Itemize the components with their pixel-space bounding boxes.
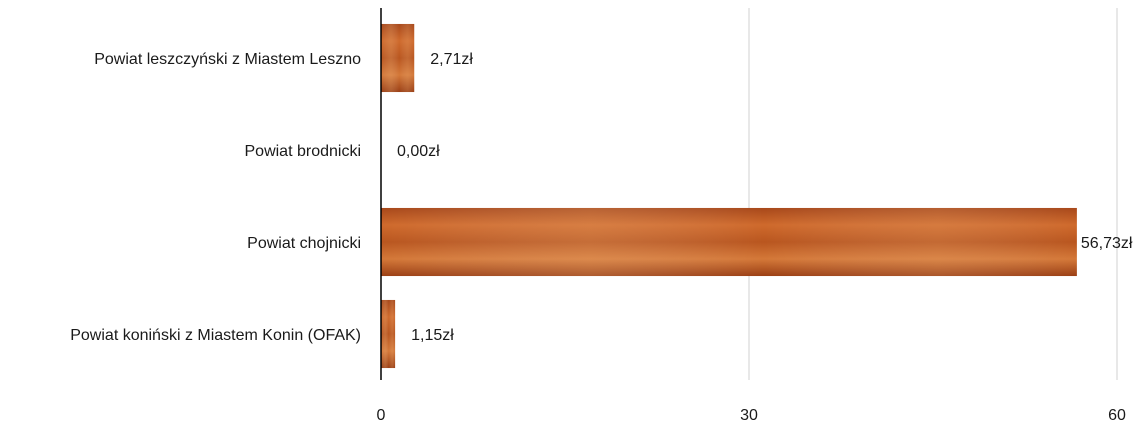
x-tick-label: 30 <box>740 407 758 424</box>
value-label: 56,73zł <box>1081 235 1133 252</box>
bar-grain <box>381 207 1077 277</box>
labels: 0 30 60 Powiat leszczyński z Miastem Leszno… <box>70 51 1133 424</box>
x-tick-label: 60 <box>1108 407 1126 424</box>
category-label: Powiat chojnicki <box>247 235 361 252</box>
bar-grain <box>381 299 396 369</box>
value-label: 1,15zł <box>411 327 454 344</box>
gridlines <box>748 8 1118 380</box>
category-label: Powiat brodnicki <box>245 143 362 160</box>
bars <box>381 23 1077 369</box>
bar-grain <box>381 23 415 93</box>
value-label: 2,71zł <box>430 51 473 68</box>
x-tick-label: 0 <box>377 407 386 424</box>
category-label: Powiat koniński z Miastem Konin (OFAK) <box>70 327 361 344</box>
category-label: Powiat leszczyński z Miastem Leszno <box>94 51 361 68</box>
value-label: 0,00zł <box>397 143 440 160</box>
